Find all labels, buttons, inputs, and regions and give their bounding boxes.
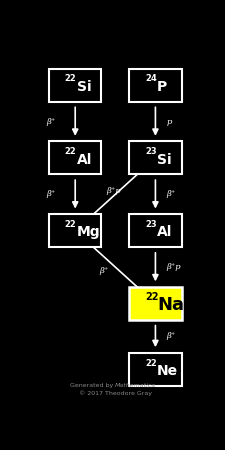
Text: 22: 22 <box>65 74 76 83</box>
Bar <box>49 141 101 175</box>
Text: Na: Na <box>157 296 184 314</box>
Text: β⁺: β⁺ <box>46 190 55 198</box>
Text: β⁺: β⁺ <box>46 117 55 126</box>
Bar <box>129 69 182 102</box>
Bar <box>129 353 182 386</box>
Text: β⁺p: β⁺p <box>167 263 181 271</box>
Text: Mathematica: Mathematica <box>115 383 156 388</box>
Text: 23: 23 <box>145 147 157 156</box>
Text: β⁺: β⁺ <box>99 266 109 274</box>
Text: β⁺: β⁺ <box>167 190 176 198</box>
Text: 23: 23 <box>145 220 157 229</box>
Text: β⁺: β⁺ <box>167 333 176 340</box>
Text: 24: 24 <box>145 74 157 83</box>
Text: Al: Al <box>77 153 92 166</box>
Text: 22: 22 <box>145 292 158 302</box>
Text: β⁺p: β⁺p <box>106 187 121 195</box>
Text: Al: Al <box>157 225 173 239</box>
Text: P: P <box>157 80 167 94</box>
Text: © 2017 Theodore Gray: © 2017 Theodore Gray <box>79 390 152 396</box>
Text: 22: 22 <box>145 359 157 368</box>
Text: Si: Si <box>157 153 172 166</box>
Bar <box>129 141 182 175</box>
Bar <box>49 214 101 247</box>
Bar <box>129 214 182 247</box>
Bar <box>129 287 182 320</box>
Text: Mg: Mg <box>77 225 101 239</box>
Text: 22: 22 <box>65 147 76 156</box>
Text: Generated by: Generated by <box>70 383 115 388</box>
Text: Ne: Ne <box>157 364 178 378</box>
Text: Si: Si <box>77 80 92 94</box>
Text: p: p <box>167 117 172 126</box>
Text: 22: 22 <box>65 220 76 229</box>
Bar <box>49 69 101 102</box>
